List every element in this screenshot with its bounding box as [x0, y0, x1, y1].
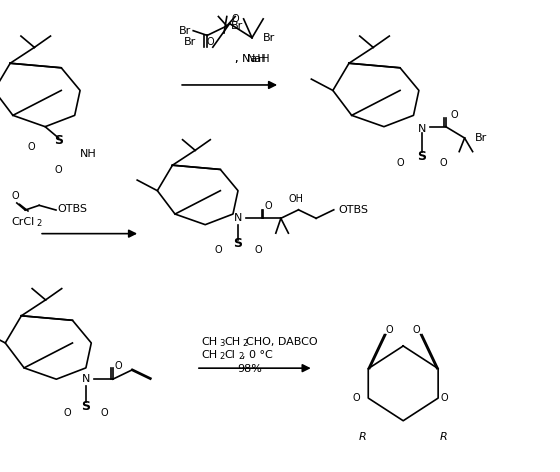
Text: N: N: [234, 213, 242, 223]
Text: 2: 2: [238, 352, 243, 361]
Text: 98%: 98%: [237, 364, 262, 374]
Text: O: O: [450, 110, 458, 120]
Text: O: O: [231, 14, 239, 24]
Text: O: O: [386, 325, 394, 335]
Text: Cl: Cl: [224, 350, 235, 360]
Text: NaH: NaH: [246, 54, 270, 64]
Text: R: R: [440, 431, 447, 442]
Text: R: R: [359, 431, 367, 442]
Text: N: N: [417, 124, 426, 134]
Text: S: S: [417, 150, 426, 163]
Text: O: O: [214, 245, 222, 255]
Text: O: O: [11, 191, 19, 201]
Text: , 0 °C: , 0 °C: [242, 350, 273, 360]
Text: O: O: [28, 142, 35, 152]
Text: S: S: [81, 400, 90, 413]
Text: O: O: [396, 158, 404, 168]
Text: O: O: [439, 158, 447, 168]
Text: NH: NH: [80, 149, 96, 159]
Text: , NaH: , NaH: [235, 54, 266, 64]
Text: Br: Br: [263, 33, 276, 43]
Text: Br: Br: [179, 25, 191, 36]
Text: 2: 2: [36, 219, 41, 228]
Text: S: S: [54, 134, 63, 147]
Text: CH: CH: [224, 337, 240, 347]
Text: 2: 2: [242, 339, 247, 348]
Text: Br: Br: [475, 133, 488, 143]
Text: CH: CH: [202, 337, 218, 347]
Text: O: O: [413, 325, 421, 335]
Text: 2: 2: [220, 352, 225, 361]
Text: Br: Br: [231, 21, 243, 31]
Text: N: N: [82, 374, 90, 384]
Text: O: O: [353, 393, 360, 403]
Text: OTBS: OTBS: [339, 205, 369, 215]
Text: O: O: [206, 37, 214, 48]
Text: S: S: [234, 237, 242, 250]
Text: O: O: [441, 393, 449, 403]
Text: O: O: [114, 361, 122, 371]
Text: O: O: [254, 245, 262, 255]
Text: CrCl: CrCl: [11, 217, 35, 227]
Text: CHO, DABCO: CHO, DABCO: [246, 337, 318, 347]
Text: O: O: [101, 408, 109, 418]
Text: ,: ,: [235, 54, 242, 64]
Text: CH: CH: [202, 350, 218, 360]
Text: O: O: [63, 408, 71, 418]
Text: Br: Br: [184, 37, 196, 48]
Text: OH: OH: [288, 194, 304, 204]
Text: OTBS: OTBS: [58, 203, 88, 214]
Text: 3: 3: [220, 339, 225, 348]
Text: O: O: [264, 201, 272, 211]
Text: O: O: [55, 165, 62, 175]
